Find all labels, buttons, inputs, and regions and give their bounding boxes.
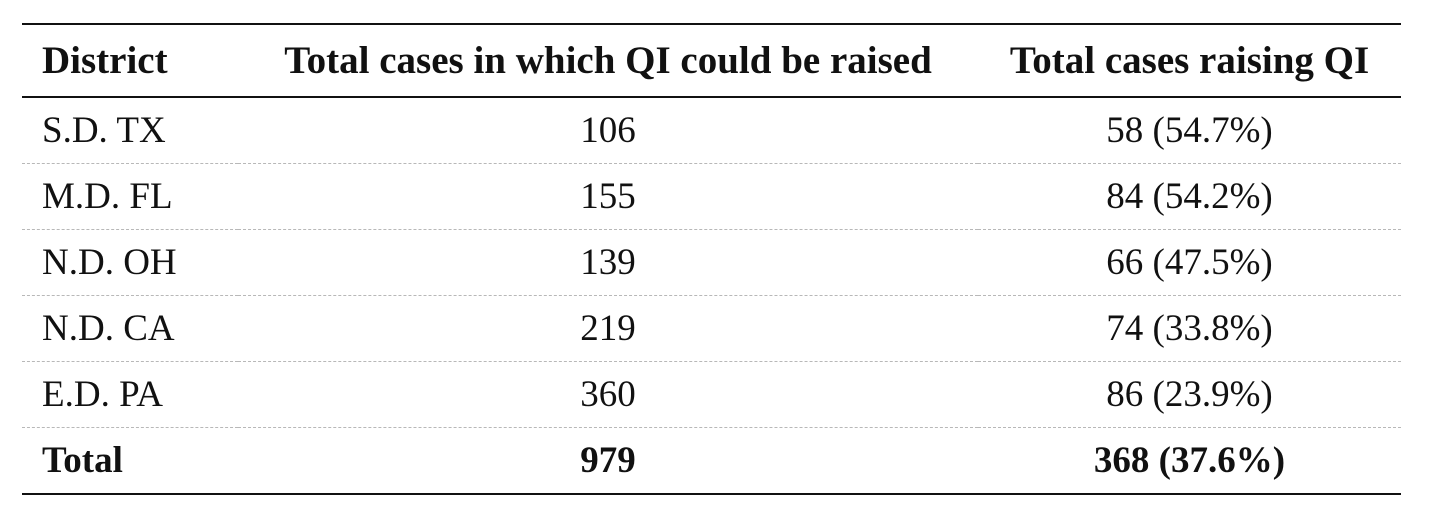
table-row: N.D. OH 139 66 (47.5%) <box>22 229 1401 296</box>
cell-total-possible: 219 <box>238 295 978 362</box>
cell-total-raising: 58 (54.7%) <box>978 97 1401 164</box>
header-district: District <box>22 24 238 98</box>
cell-total-possible: 155 <box>238 163 978 230</box>
total-label: Total <box>42 440 123 481</box>
header-total-possible: Total cases in which QI could be raised <box>238 24 978 98</box>
table-header: District Total cases in which QI could b… <box>22 24 1401 98</box>
table-row: S.D. TX 106 58 (54.7%) <box>22 97 1401 164</box>
cell-district: M.D. FL <box>22 163 238 230</box>
table-body: S.D. TX 106 58 (54.7%) M.D. FL 155 84 (5… <box>22 97 1401 494</box>
header-row: District Total cases in which QI could b… <box>22 24 1401 98</box>
table-row: N.D. CA 219 74 (33.8%) <box>22 295 1401 362</box>
table-row: M.D. FL 155 84 (54.2%) <box>22 163 1401 230</box>
cell-total-raising: 74 (33.8%) <box>978 295 1401 362</box>
qi-cases-table-container: District Total cases in which QI could b… <box>22 23 1401 495</box>
cell-district: N.D. OH <box>22 229 238 296</box>
cell-total-possible: 139 <box>238 229 978 296</box>
total-possible: 979 <box>580 440 636 481</box>
table-row: E.D. PA 360 86 (23.9%) <box>22 361 1401 428</box>
cell-total-raising: 84 (54.2%) <box>978 163 1401 230</box>
total-raising: 368 (37.6%) <box>1093 440 1286 481</box>
total-row: Total 979 368 (37.6%) <box>22 428 1401 495</box>
header-total-raising: Total cases raising QI <box>978 24 1401 98</box>
cell-total-raising: 86 (23.9%) <box>978 361 1401 428</box>
cell-district: N.D. CA <box>22 295 238 362</box>
cell-total-raising: 66 (47.5%) <box>978 229 1401 296</box>
cell-total-possible: 106 <box>238 97 978 164</box>
cell-district: E.D. PA <box>22 361 238 428</box>
qi-cases-table: District Total cases in which QI could b… <box>22 23 1401 495</box>
cell-district: S.D. TX <box>22 97 238 164</box>
cell-total-possible: 360 <box>238 361 978 428</box>
